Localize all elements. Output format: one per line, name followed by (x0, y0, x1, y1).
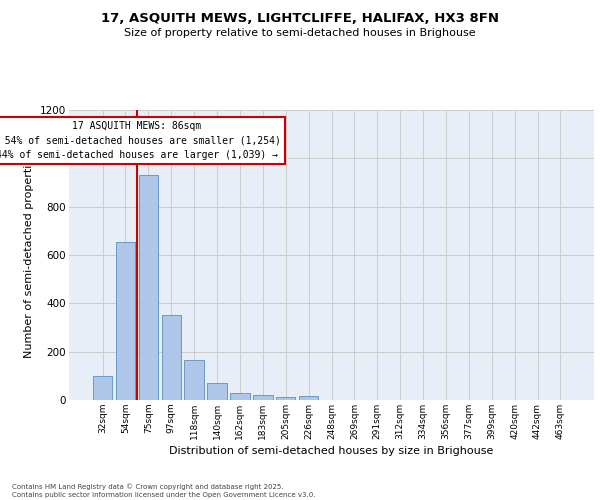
Bar (208, 383, 227, 400)
Y-axis label: Number of semi-detached properties: Number of semi-detached properties (25, 152, 34, 358)
Bar (184, 360, 204, 400)
Bar (93, 376, 112, 400)
Text: Contains HM Land Registry data © Crown copyright and database right 2025.
Contai: Contains HM Land Registry data © Crown c… (12, 483, 316, 498)
Text: Size of property relative to semi-detached houses in Brighouse: Size of property relative to semi-detach… (124, 28, 476, 38)
Text: 17, ASQUITH MEWS, LIGHTCLIFFE, HALIFAX, HX3 8FN: 17, ASQUITH MEWS, LIGHTCLIFFE, HALIFAX, … (101, 12, 499, 26)
Bar (161, 316, 181, 400)
Text: 17 ASQUITH MEWS: 86sqm
← 54% of semi-detached houses are smaller (1,254)
44% of : 17 ASQUITH MEWS: 86sqm ← 54% of semi-det… (0, 121, 281, 160)
Bar (253, 394, 272, 400)
Bar (276, 397, 295, 400)
Bar (116, 242, 135, 400)
Bar (299, 396, 319, 400)
Bar (139, 176, 158, 400)
Bar (230, 394, 250, 400)
X-axis label: Distribution of semi-detached houses by size in Brighouse: Distribution of semi-detached houses by … (169, 446, 494, 456)
